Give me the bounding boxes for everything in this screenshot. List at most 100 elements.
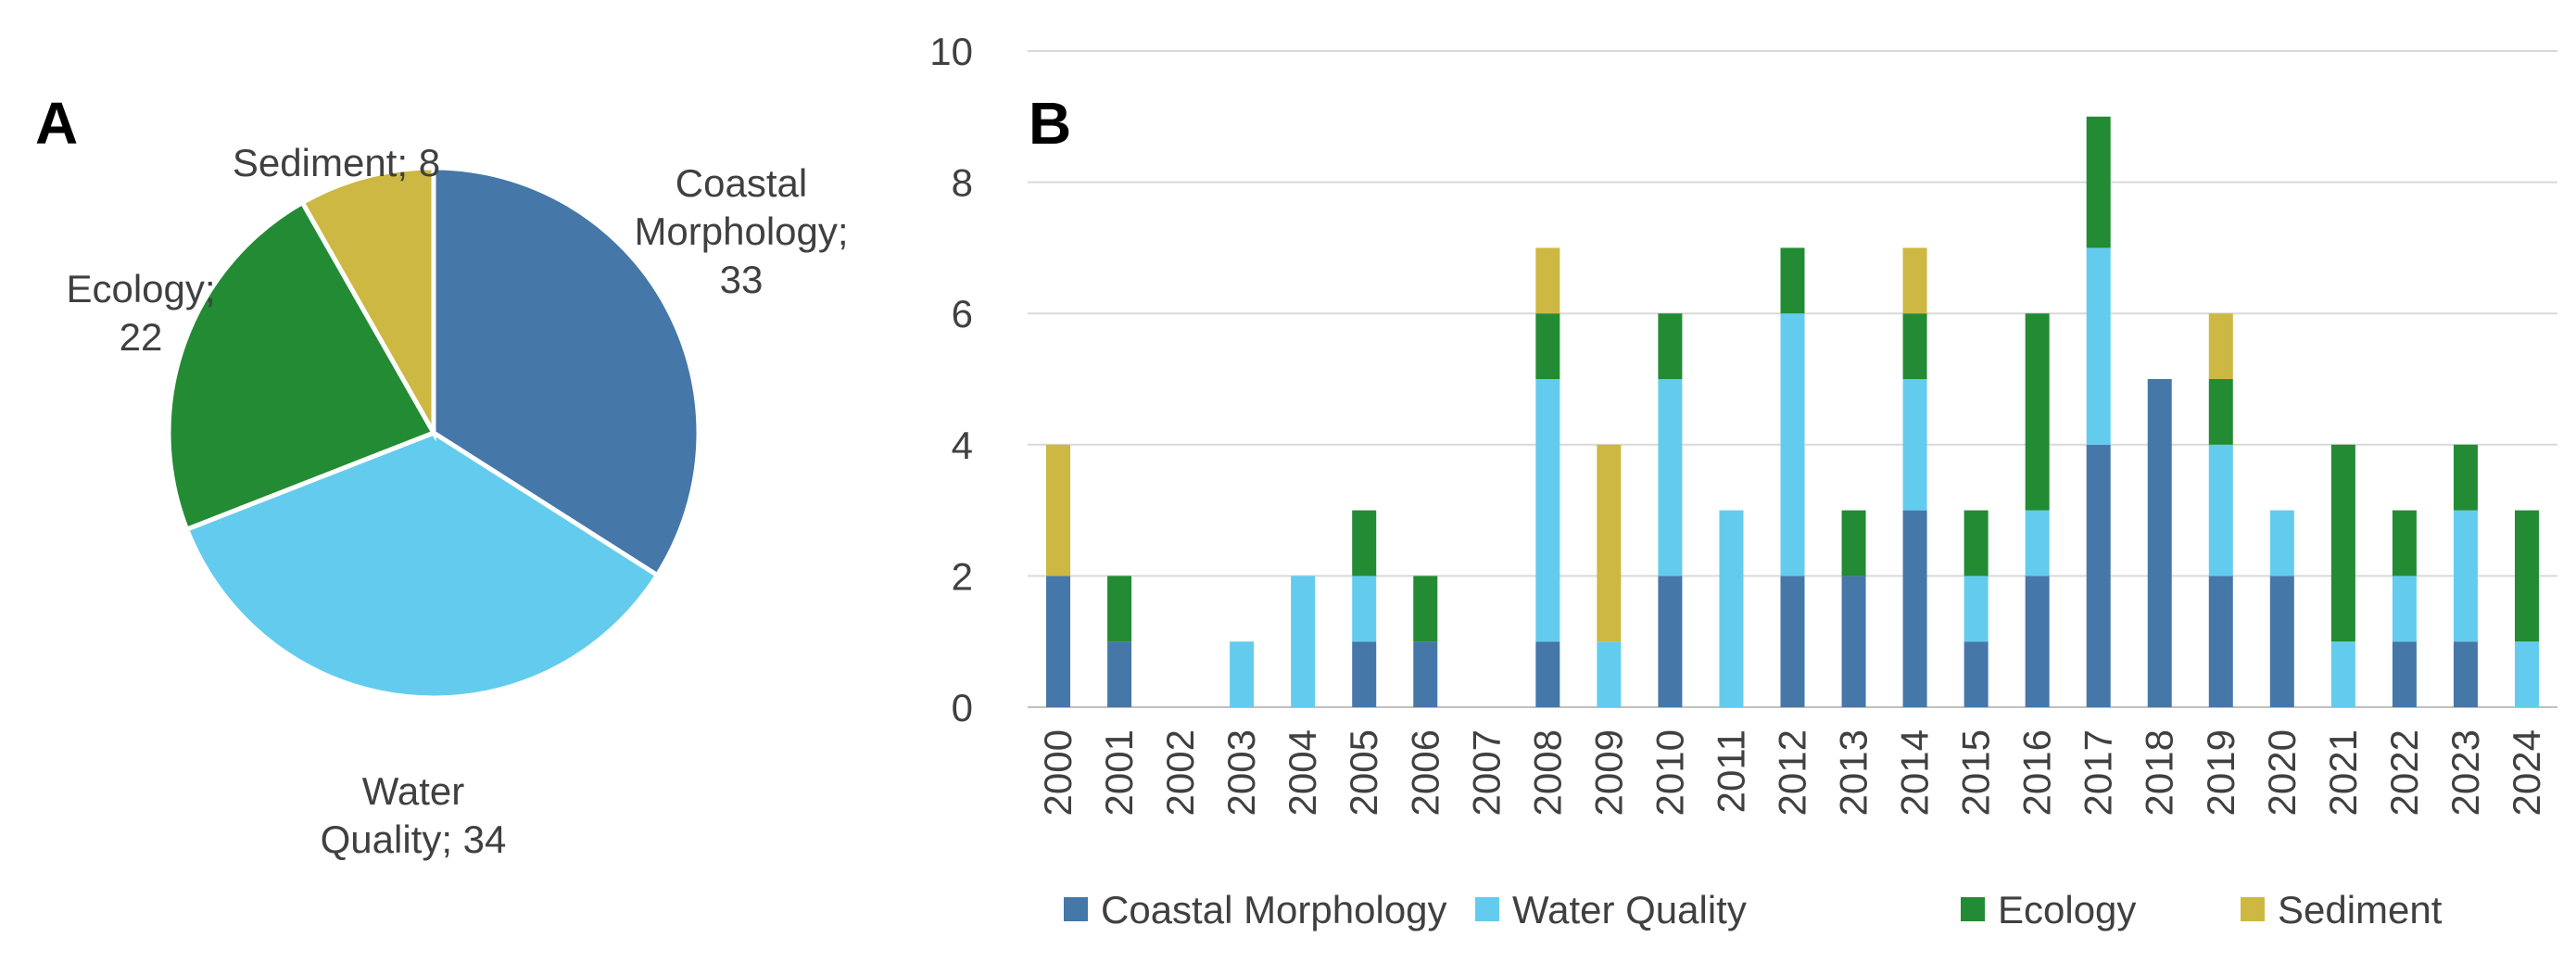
panel-letter-a: A — [35, 90, 78, 157]
bar-2001-ecology — [1107, 576, 1132, 642]
legend-item-ecology: Ecology — [1961, 888, 2136, 931]
x-tick-label-2013: 2013 — [1832, 729, 1875, 816]
bar-2012-coastal-morphology — [1780, 576, 1805, 707]
bar-2023-ecology — [2453, 444, 2478, 511]
x-tick-label-2005: 2005 — [1342, 729, 1385, 816]
bar-2021-water-quality — [2330, 641, 2355, 707]
bar-2024-ecology — [2514, 510, 2539, 642]
pie-slice-ecology — [166, 199, 437, 533]
y-tick-label: 4 — [952, 424, 973, 467]
x-tick-label-2021: 2021 — [2321, 729, 2365, 816]
bar-2003-water-quality — [1230, 641, 1255, 707]
bar-2008-ecology — [1535, 313, 1560, 379]
y-tick-label: 0 — [952, 686, 973, 729]
x-tick-label-2006: 2006 — [1403, 729, 1446, 816]
bar-2016-ecology — [2025, 313, 2050, 511]
bar-2022-ecology — [2392, 510, 2417, 577]
bar-2005-ecology — [1352, 510, 1377, 577]
panel-a-pie-chart: A Coastal Morphology; 33 Water Quality; 34 Ec… — [35, 90, 849, 861]
legend: Coastal Morphology Water Quality Ecology Se… — [1064, 888, 2443, 931]
x-tick-label-2012: 2012 — [1771, 729, 1814, 816]
bar-2010-water-quality — [1658, 379, 1683, 577]
bar-2020-coastal-morphology — [2269, 576, 2294, 707]
legend-label: Sediment — [2278, 888, 2443, 931]
legend-item-water-quality: Water Quality — [1475, 888, 1747, 931]
legend-label: Coastal Morphology — [1101, 888, 1447, 931]
bar-2005-coastal-morphology — [1352, 641, 1377, 707]
bar-2004-water-quality — [1291, 576, 1316, 707]
y-tick-label: 10 — [929, 30, 973, 73]
pie-label-ecology: Ecology; 22 — [66, 267, 215, 359]
pie-label-sediment: Sediment; 8 — [233, 141, 440, 184]
x-tick-label-2017: 2017 — [2077, 729, 2120, 816]
bar-2022-coastal-morphology — [2392, 641, 2417, 707]
x-tick-label-2010: 2010 — [1648, 729, 1691, 816]
bar-2023-coastal-morphology — [2453, 641, 2478, 707]
bar-2022-water-quality — [2392, 576, 2417, 642]
bar-2015-ecology — [1964, 510, 1989, 577]
x-tick-label-2020: 2020 — [2260, 729, 2304, 816]
bar-segments — [1046, 116, 2539, 707]
x-tick-label-2016: 2016 — [2015, 729, 2059, 816]
pie-slice-sediment — [298, 165, 436, 442]
bar-2023-water-quality — [2453, 510, 2478, 642]
legend-label: Ecology — [1998, 888, 2136, 931]
bar-2001-coastal-morphology — [1107, 641, 1132, 707]
pie-slices — [166, 165, 701, 701]
y-tick-label: 8 — [952, 161, 973, 205]
legend-swatch — [2241, 897, 2265, 921]
legend-label: Water Quality — [1512, 888, 1747, 931]
bar-2019-ecology — [2208, 379, 2233, 445]
x-tick-label-2002: 2002 — [1158, 729, 1202, 816]
bar-2017-water-quality — [2086, 247, 2111, 445]
x-tick-label-2014: 2014 — [1893, 729, 1937, 816]
x-tick-label-2003: 2003 — [1219, 729, 1263, 816]
bar-2019-sediment — [2208, 313, 2233, 379]
bar-2010-ecology — [1658, 313, 1683, 379]
bar-2009-sediment — [1597, 444, 1622, 642]
y-axis-tick-labels: 0 2 4 6 8 10 — [929, 30, 973, 729]
bar-2017-ecology — [2086, 116, 2111, 248]
panel-letter-b: B — [1029, 90, 1071, 157]
bar-2013-coastal-morphology — [1841, 576, 1866, 707]
x-tick-label-2008: 2008 — [1525, 729, 1569, 816]
bar-2005-water-quality — [1352, 576, 1377, 642]
bar-2016-coastal-morphology — [2025, 576, 2050, 707]
bar-2013-ecology — [1841, 510, 1866, 577]
bar-2016-water-quality — [2025, 510, 2050, 577]
bar-2017-coastal-morphology — [2086, 444, 2111, 707]
x-tick-label-2009: 2009 — [1586, 729, 1630, 816]
bar-2008-coastal-morphology — [1535, 641, 1560, 707]
bar-2008-water-quality — [1535, 379, 1560, 642]
y-tick-label: 6 — [952, 292, 973, 336]
bar-2011-water-quality — [1719, 510, 1744, 707]
bar-2018-coastal-morphology — [2147, 379, 2172, 707]
x-tick-label-2004: 2004 — [1281, 729, 1324, 816]
x-tick-label-2000: 2000 — [1036, 729, 1080, 816]
legend-item-coastal-morphology: Coastal Morphology — [1064, 888, 1447, 931]
bar-2014-ecology — [1902, 313, 1927, 379]
x-tick-label-2024: 2024 — [2505, 729, 2548, 816]
bar-2020-water-quality — [2269, 510, 2294, 577]
pie-slice-water-quality — [183, 430, 661, 701]
bar-2010-coastal-morphology — [1658, 576, 1683, 707]
legend-swatch — [1064, 897, 1088, 921]
bar-2009-water-quality — [1597, 641, 1622, 707]
pie-label-coastal-morphology: Coastal Morphology; 33 — [634, 161, 848, 301]
x-tick-label-2022: 2022 — [2382, 729, 2426, 816]
bar-2000-sediment — [1046, 444, 1071, 577]
bar-2014-sediment — [1902, 247, 1927, 314]
bar-2024-water-quality — [2514, 641, 2539, 707]
x-tick-label-2023: 2023 — [2443, 729, 2487, 816]
pie-label-water-quality: Water Quality; 34 — [321, 769, 507, 861]
bar-2006-coastal-morphology — [1413, 641, 1438, 707]
bar-2008-sediment — [1535, 247, 1560, 314]
x-tick-label-2015: 2015 — [1954, 729, 1998, 816]
pie-labels: Coastal Morphology; 33 Water Quality; 34 Ecol… — [66, 141, 848, 861]
bar-2021-ecology — [2330, 444, 2355, 642]
bar-2015-coastal-morphology — [1964, 641, 1989, 707]
x-tick-label-2011: 2011 — [1709, 729, 1752, 813]
bar-2006-ecology — [1413, 576, 1438, 642]
x-tick-label-2018: 2018 — [2138, 729, 2181, 816]
